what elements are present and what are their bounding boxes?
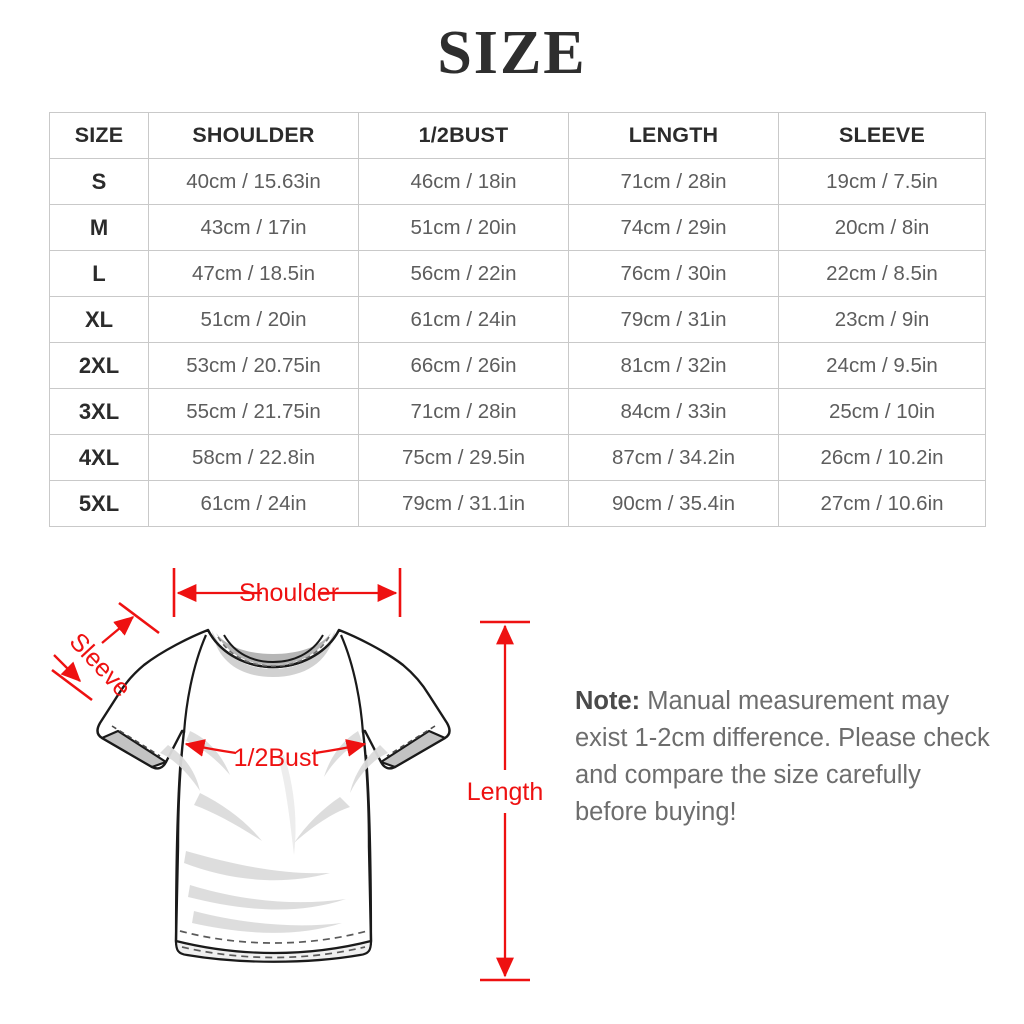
table-header: SIZE SHOULDER 1/2BUST LENGTH SLEEVE xyxy=(49,112,986,159)
table-body: S 40cm / 15.63in 46cm / 18in 71cm / 28in… xyxy=(49,158,986,527)
cell-length: 90cm / 35.4in xyxy=(568,480,779,527)
sleeve-arrow-lower xyxy=(53,654,81,682)
cell-size: L xyxy=(49,250,149,297)
cell-length: 87cm / 34.2in xyxy=(568,434,779,481)
hem-bottom-edge xyxy=(174,939,373,963)
table-row: XL 51cm / 20in 61cm / 24in 79cm / 31in 2… xyxy=(49,296,986,343)
cell-length: 71cm / 28in xyxy=(568,158,779,205)
cell-shoulder: 53cm / 20.75in xyxy=(148,342,359,389)
cell-size: 2XL xyxy=(49,342,149,389)
side-seam-right xyxy=(364,754,373,942)
tshirt-garment xyxy=(96,628,451,963)
cuff-left-stitch xyxy=(111,725,161,757)
cell-shoulder: 43cm / 17in xyxy=(148,204,359,251)
column-header-length: LENGTH xyxy=(568,112,779,159)
bust-arrow-left xyxy=(184,739,237,757)
cuff-right xyxy=(379,729,447,769)
shoulder-measurement: Shoulder xyxy=(172,568,402,617)
sleeve-seam-left xyxy=(182,634,208,734)
size-chart-table: SIZE SHOULDER 1/2BUST LENGTH SLEEVE S 40… xyxy=(49,112,986,527)
sleeve-tick-upper xyxy=(118,601,160,635)
cell-length: 79cm / 31in xyxy=(568,296,779,343)
shoulder-label: Shoulder xyxy=(239,579,339,607)
cell-sleeve: 22cm / 8.5in xyxy=(778,250,986,297)
cell-size: 5XL xyxy=(49,480,149,527)
collar-inner-back xyxy=(212,631,335,677)
cuff-left xyxy=(100,729,168,769)
cell-sleeve: 20cm / 8in xyxy=(778,204,986,251)
length-label: Length xyxy=(467,778,543,806)
cell-bust: 71cm / 28in xyxy=(358,388,569,435)
cell-shoulder: 58cm / 22.8in xyxy=(148,434,359,481)
cell-bust: 46cm / 18in xyxy=(358,158,569,205)
cell-bust: 75cm / 29.5in xyxy=(358,434,569,481)
size-chart-table-container: SIZE SHOULDER 1/2BUST LENGTH SLEEVE S 40… xyxy=(49,112,986,527)
sleeve-tick-lower xyxy=(51,668,93,702)
cell-size: S xyxy=(49,158,149,205)
cell-shoulder: 47cm / 18.5in xyxy=(148,250,359,297)
tshirt-measurement-illustration: Shoulder Sleeve 1/2Bust Length xyxy=(51,568,543,982)
cell-sleeve: 24cm / 9.5in xyxy=(778,342,986,389)
table-row: M 43cm / 17in 51cm / 20in 74cm / 29in 20… xyxy=(49,204,986,251)
sleeve-arrow-upper xyxy=(101,616,135,644)
table-row: 5XL 61cm / 24in 79cm / 31.1in 90cm / 35.… xyxy=(49,480,986,527)
cell-size: 4XL xyxy=(49,434,149,481)
cell-shoulder: 51cm / 20in xyxy=(148,296,359,343)
table-row: 2XL 53cm / 20.75in 66cm / 26in 81cm / 32… xyxy=(49,342,986,389)
table-row: S 40cm / 15.63in 46cm / 18in 71cm / 28in… xyxy=(49,158,986,205)
bust-measurement: 1/2Bust xyxy=(184,739,367,772)
cell-size: M xyxy=(49,204,149,251)
collar-inner-shadow xyxy=(216,633,331,665)
bust-label: 1/2Bust xyxy=(234,744,319,772)
cell-sleeve: 19cm / 7.5in xyxy=(778,158,986,205)
page-title: SIZE xyxy=(437,19,587,87)
cell-length: 84cm / 33in xyxy=(568,388,779,435)
sleeve-seam-right xyxy=(339,634,365,734)
note-label: Note: xyxy=(575,687,641,715)
cell-bust: 56cm / 22in xyxy=(358,250,569,297)
column-header-sleeve: SLEEVE xyxy=(778,112,986,159)
cell-shoulder: 61cm / 24in xyxy=(148,480,359,527)
cell-bust: 66cm / 26in xyxy=(358,342,569,389)
table-row: 3XL 55cm / 21.75in 71cm / 28in 84cm / 33… xyxy=(49,388,986,435)
cell-bust: 61cm / 24in xyxy=(358,296,569,343)
cell-sleeve: 25cm / 10in xyxy=(778,388,986,435)
cell-bust: 79cm / 31.1in xyxy=(358,480,569,527)
table-row: 4XL 58cm / 22.8in 75cm / 29.5in 87cm / 3… xyxy=(49,434,986,481)
note-text: Manual measurement may exist 1-2cm diffe… xyxy=(575,687,990,826)
cell-length: 76cm / 30in xyxy=(568,250,779,297)
neckband-outline xyxy=(206,629,341,669)
cell-bust: 51cm / 20in xyxy=(358,204,569,251)
neckband-stitch xyxy=(217,636,330,667)
side-seam-left xyxy=(174,754,183,942)
cell-sleeve: 26cm / 10.2in xyxy=(778,434,986,481)
length-measurement: Length xyxy=(467,620,543,982)
note-block: Note: Manual measurement may exist 1-2cm… xyxy=(575,683,995,831)
hem-stitch-lower xyxy=(181,946,366,959)
neckband-inner-edge xyxy=(223,634,324,664)
cell-sleeve: 27cm / 10.6in xyxy=(778,480,986,527)
column-header-shoulder: SHOULDER xyxy=(148,112,359,159)
cell-size: XL xyxy=(49,296,149,343)
cell-length: 81cm / 32in xyxy=(568,342,779,389)
measurement-diagram: Shoulder Sleeve 1/2Bust Length Note: Man… xyxy=(0,545,1024,1024)
column-header-size: SIZE xyxy=(49,112,149,159)
sleeve-label: Sleeve xyxy=(64,627,137,702)
table-row: L 47cm / 18.5in 56cm / 22in 76cm / 30in … xyxy=(49,250,986,297)
cell-shoulder: 55cm / 21.75in xyxy=(148,388,359,435)
cell-shoulder: 40cm / 15.63in xyxy=(148,158,359,205)
column-header-bust: 1/2BUST xyxy=(358,112,569,159)
cell-length: 74cm / 29in xyxy=(568,204,779,251)
cell-sleeve: 23cm / 9in xyxy=(778,296,986,343)
cell-size: 3XL xyxy=(49,388,149,435)
cuff-right-stitch xyxy=(386,725,436,757)
bust-arrow-right xyxy=(314,739,367,757)
table-header-row: SIZE SHOULDER 1/2BUST LENGTH SLEEVE xyxy=(49,112,986,159)
